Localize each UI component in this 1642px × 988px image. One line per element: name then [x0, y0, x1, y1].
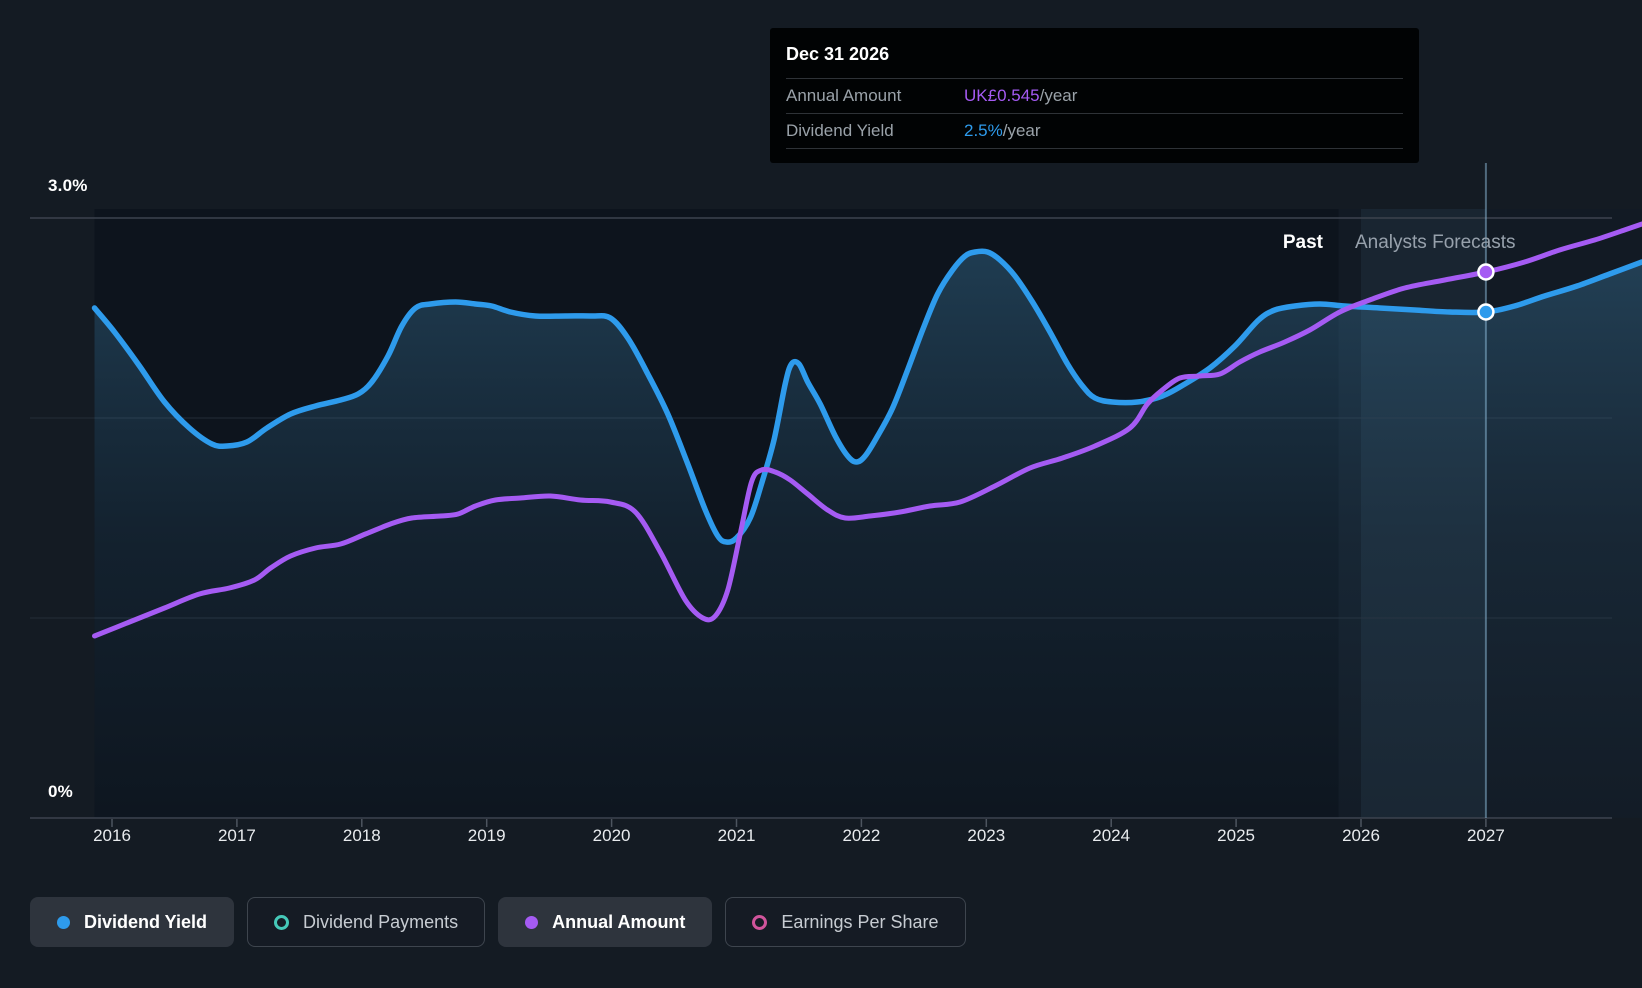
x-axis-label-2023: 2023 — [967, 826, 1006, 845]
hover-indicators — [1477, 163, 1495, 818]
x-axis-label-2017: 2017 — [217, 826, 256, 845]
legend-toggle-earnings-per-share[interactable]: Earnings Per Share — [725, 897, 966, 947]
dividend-yield-line — [91, 248, 1642, 545]
y-axis-label-top: 3.0% — [48, 176, 88, 195]
y-axis-label-zero: 0% — [48, 782, 73, 801]
tooltip-row-annual-amount: Annual Amount UK£0.545/year — [786, 78, 1403, 113]
legend-label: Annual Amount — [552, 911, 686, 932]
x-axis-label-2025: 2025 — [1217, 826, 1255, 845]
series-lines — [91, 221, 1642, 818]
analysts-forecasts-zone-label: Analysts Forecasts — [1355, 232, 1516, 253]
dividend-payments-swatch-icon — [274, 914, 290, 930]
legend-label: Earnings Per Share — [781, 911, 939, 932]
tooltip-value-annual-amount: UK£0.545 — [964, 86, 1040, 105]
dividend-yield-swatch-icon — [57, 915, 70, 929]
annual-amount-marker — [1477, 263, 1495, 281]
legend-toggle-dividend-yield[interactable]: Dividend Yield — [30, 897, 235, 947]
tooltip-suffix: /year — [1002, 121, 1041, 140]
dividend-yield-area-fill — [94, 251, 1642, 818]
tooltip-divider — [786, 148, 1403, 149]
x-axis-label-2021: 2021 — [717, 826, 756, 845]
x-axis-label-2024: 2024 — [1092, 826, 1131, 845]
annual-amount-swatch-icon — [525, 915, 539, 929]
x-axis-label-2027: 2027 — [1466, 826, 1505, 845]
tooltip-row-dividend-yield: Dividend Yield 2.5%/year — [786, 113, 1403, 148]
dividend-yield-marker — [1477, 303, 1495, 321]
hover-tooltip: Dec 31 2026 Annual Amount UK£0.545/year … — [770, 28, 1419, 163]
legend-label: Dividend Payments — [303, 911, 459, 932]
tooltip-label: Dividend Yield — [786, 121, 894, 140]
earnings-per-share-swatch-icon — [752, 914, 768, 930]
annual-amount-line — [92, 221, 1642, 639]
legend-toggle-annual-amount[interactable]: Annual Amount — [498, 897, 713, 947]
tooltip-label: Annual Amount — [786, 86, 902, 105]
x-axis-label-2026: 2026 — [1342, 826, 1380, 845]
legend-toggle-dividend-payments[interactable]: Dividend Payments — [247, 897, 486, 947]
tooltip-date: Dec 31 2026 — [786, 44, 890, 64]
tooltip-value-dividend-yield: 2.5% — [964, 121, 1003, 140]
x-axis-label-2019: 2019 — [467, 826, 506, 845]
x-axis-label-2016: 2016 — [93, 826, 131, 845]
legend-label: Dividend Yield — [84, 911, 208, 932]
x-axis-label-2022: 2022 — [842, 826, 881, 845]
legend: Dividend Yield Dividend Payments Annual Am… — [30, 897, 966, 947]
tooltip-suffix: /year — [1039, 86, 1078, 105]
past-zone-label: Past — [1282, 232, 1323, 253]
x-axis-label-2020: 2020 — [592, 826, 631, 845]
x-axis-label-2018: 2018 — [342, 826, 381, 845]
